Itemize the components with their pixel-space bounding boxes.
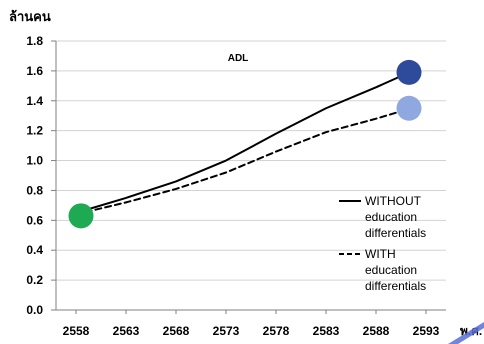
- x-tick-label: 2588: [363, 324, 390, 338]
- legend-label: education: [365, 210, 417, 224]
- y-tick-label: 0.0: [26, 303, 43, 317]
- y-tick-label: 1.8: [26, 34, 43, 48]
- y-tick-label: 0.4: [26, 243, 43, 257]
- highlight-marker-0: [68, 203, 94, 229]
- y-tick-label: 1.2: [26, 124, 43, 138]
- y-axis-label: ล้านคน: [9, 9, 51, 24]
- chart-title: ADL: [228, 53, 249, 64]
- series-line-1: [75, 108, 407, 216]
- legend-label: WITH: [365, 247, 396, 261]
- x-tick-label: 2558: [63, 324, 90, 338]
- legend-label: WITHOUT: [365, 194, 422, 208]
- x-tick-label: 2563: [113, 324, 140, 338]
- x-tick-label: 2573: [213, 324, 240, 338]
- corner-arrow-icon: [448, 322, 484, 344]
- x-tick-label: 2568: [163, 324, 190, 338]
- y-tick-label: 0.6: [26, 213, 43, 227]
- legend-label: differentials: [365, 226, 426, 240]
- legend-label: education: [365, 263, 417, 277]
- y-tick-label: 1.6: [26, 64, 43, 78]
- y-tick-label: 1.0: [26, 154, 43, 168]
- x-tick-label: 2583: [313, 324, 340, 338]
- y-tick-label: 0.2: [26, 273, 43, 287]
- highlight-marker-2: [396, 95, 422, 121]
- highlight-marker-1: [396, 59, 422, 85]
- x-tick-label: 2578: [263, 324, 290, 338]
- y-tick-label: 0.8: [26, 183, 43, 197]
- series-line-0: [75, 72, 407, 214]
- y-tick-label: 1.4: [26, 94, 43, 108]
- x-tick-label: 2593: [413, 324, 440, 338]
- legend-label: differentials: [365, 279, 426, 293]
